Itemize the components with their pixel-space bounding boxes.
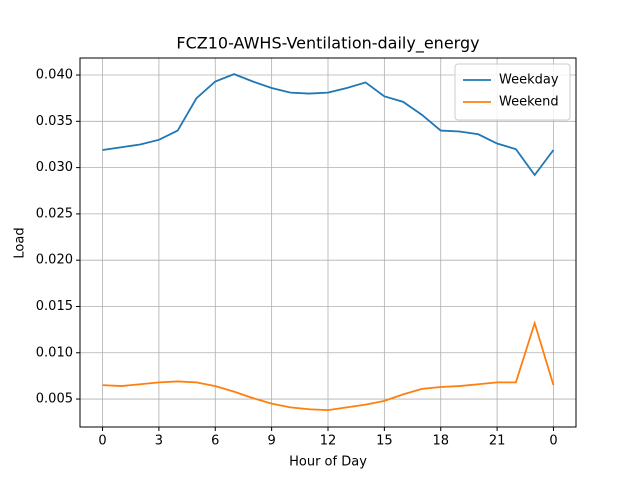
x-tick-label: 15 bbox=[376, 434, 393, 449]
x-tick-label: 18 bbox=[432, 434, 449, 449]
y-tick-label: 0.010 bbox=[36, 345, 73, 360]
series-line bbox=[102, 73, 555, 177]
plot-frame bbox=[79, 57, 577, 428]
x-tick-label: 6 bbox=[211, 434, 219, 449]
x-tick-label: 3 bbox=[155, 434, 163, 449]
x-tick-label: 0 bbox=[98, 434, 106, 449]
y-tick-label: 0.020 bbox=[36, 253, 73, 268]
series-line bbox=[102, 320, 555, 412]
x-tick-label: 0 bbox=[549, 434, 557, 449]
y-axis-label: Load bbox=[13, 227, 28, 258]
x-axis-label: Hour of Day bbox=[289, 455, 367, 470]
y-tick-label: 0.005 bbox=[36, 392, 73, 407]
y-tick-label: 0.040 bbox=[36, 68, 73, 83]
legend-label: Weekday bbox=[499, 73, 559, 88]
x-tick-label: 9 bbox=[267, 434, 275, 449]
y-tick-label: 0.025 bbox=[36, 206, 73, 221]
y-tick-label: 0.035 bbox=[36, 114, 73, 129]
y-tick-label: 0.015 bbox=[36, 299, 73, 314]
legend-box bbox=[454, 63, 571, 121]
y-tick-label: 0.030 bbox=[36, 160, 73, 175]
x-tick-label: 21 bbox=[489, 434, 506, 449]
x-tick-label: 12 bbox=[320, 434, 337, 449]
chart-title: FCZ10-AWHS-Ventilation-daily_energy bbox=[176, 34, 479, 54]
legend-label: Weekend bbox=[499, 95, 559, 110]
